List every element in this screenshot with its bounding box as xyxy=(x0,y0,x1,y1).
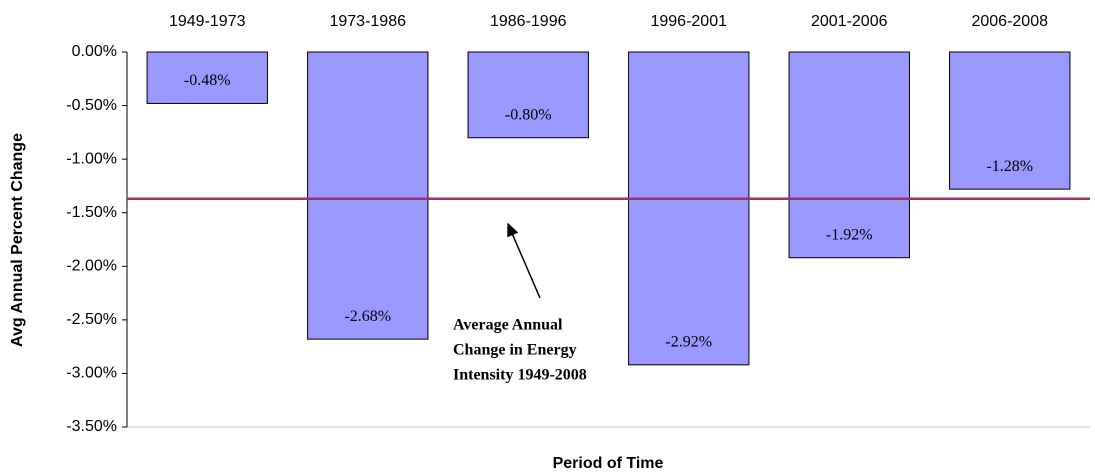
data-label: -0.80% xyxy=(505,106,552,123)
y-axis-title: Avg Annual Percent Change xyxy=(9,133,26,347)
bar xyxy=(949,51,1071,190)
y-tick-label: -1.00% xyxy=(66,150,117,167)
data-label: -1.92% xyxy=(826,226,873,243)
y-tick-label: -2.50% xyxy=(66,311,117,328)
annotation: Change in Energy xyxy=(453,342,577,359)
bar xyxy=(628,51,750,366)
y-tick-label: -0.50% xyxy=(66,97,117,114)
x-tick-label: 2001-2006 xyxy=(811,13,888,30)
annotation: Average Annual xyxy=(453,317,563,334)
x-tick-label: 1986-1996 xyxy=(490,13,567,30)
annotation-arrow xyxy=(507,222,541,299)
x-axis-title: Period of Time xyxy=(553,455,664,472)
y-tick-label: -2.00% xyxy=(66,258,117,275)
data-label: -2.92% xyxy=(665,334,712,351)
x-tick-label: 1949-1973 xyxy=(169,13,246,30)
data-label: -0.48% xyxy=(184,72,231,89)
bar xyxy=(467,51,589,139)
x-tick-label: 1973-1986 xyxy=(329,13,406,30)
bar xyxy=(307,51,429,340)
y-tick-label: -3.50% xyxy=(66,418,117,435)
data-label: -1.28% xyxy=(986,158,1033,175)
y-tick-label: -1.50% xyxy=(66,204,117,221)
bar xyxy=(146,51,268,104)
x-tick-label: 1996-2001 xyxy=(650,13,727,30)
annotation: Intensity 1949-2008 xyxy=(453,367,587,384)
y-tick-label: 0.00% xyxy=(72,43,117,60)
bar xyxy=(788,51,910,259)
data-label: -2.68% xyxy=(344,308,391,325)
y-tick-label: -3.00% xyxy=(66,365,117,382)
x-tick-label: 2006-2008 xyxy=(971,13,1048,30)
